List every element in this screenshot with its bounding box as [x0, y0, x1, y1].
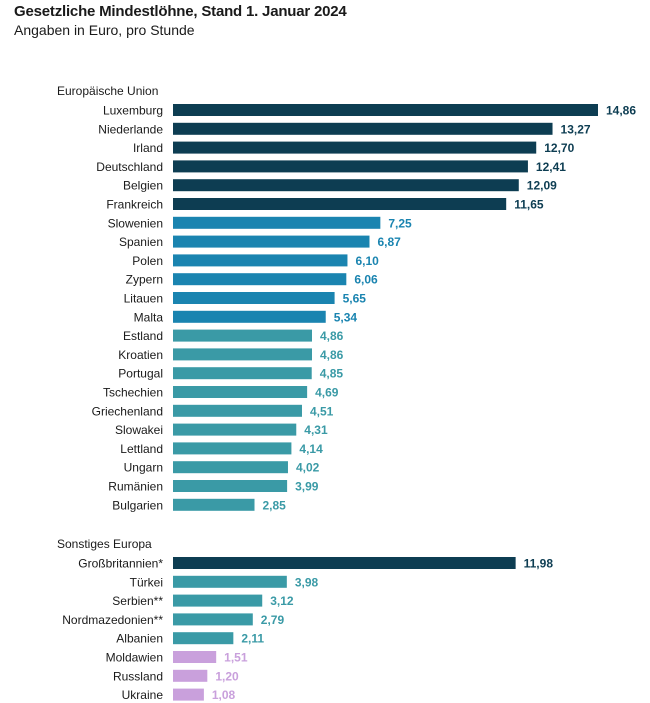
data-label: 6,10 [355, 254, 379, 268]
data-label: 12,70 [544, 141, 574, 155]
bar [173, 423, 297, 436]
group-label: Europäische Union [57, 84, 158, 98]
bar [173, 386, 308, 398]
category-label: Niederlande [98, 122, 163, 136]
category-label: Lettland [120, 442, 163, 456]
category-label: Bulgarien [112, 498, 163, 512]
category-label: Nordmazedonien** [62, 613, 163, 627]
bar [173, 480, 288, 492]
category-label: Türkei [130, 575, 163, 589]
data-label: 11,65 [514, 198, 544, 212]
data-label: 5,65 [343, 292, 367, 306]
category-label: Luxemburg [103, 104, 163, 118]
data-label: 4,86 [320, 329, 344, 343]
category-label: Spanien [119, 235, 163, 249]
data-label: 13,27 [561, 122, 591, 136]
bar [173, 292, 335, 304]
bar [173, 141, 537, 154]
data-label: 3,98 [295, 575, 319, 589]
chart-title: Gesetzliche Mindestlöhne, Stand 1. Janua… [14, 3, 347, 20]
bar [173, 367, 312, 380]
category-label: Estland [123, 329, 163, 343]
data-label: 2,11 [241, 632, 264, 646]
category-label: Russland [113, 669, 163, 683]
bar [173, 122, 553, 135]
data-label: 4,85 [320, 367, 344, 381]
bar [173, 613, 253, 626]
category-label: Großbritannien* [78, 557, 163, 571]
chart-subtitle: Angaben in Euro, pro Stunde [14, 22, 195, 38]
bar [173, 235, 370, 248]
category-label: Kroatien [118, 348, 163, 362]
category-label: Polen [132, 254, 163, 268]
bar [173, 104, 598, 116]
bar [173, 498, 255, 511]
data-label: 1,08 [212, 688, 236, 702]
data-label: 4,86 [320, 348, 344, 362]
data-label: 2,79 [261, 613, 285, 627]
bar [173, 329, 312, 342]
bar [173, 651, 217, 663]
data-label: 4,51 [310, 404, 334, 418]
bar [173, 594, 263, 607]
category-label: Portugal [118, 367, 163, 381]
bar [173, 404, 302, 417]
bar [173, 273, 347, 286]
category-label: Deutschland [96, 160, 163, 174]
bar [173, 310, 326, 323]
data-label: 1,20 [215, 669, 239, 683]
data-label: 3,99 [295, 480, 319, 494]
data-label: 4,02 [296, 461, 320, 475]
data-label: 7,25 [388, 216, 412, 230]
category-label: Albanien [116, 632, 163, 646]
data-label: 4,69 [315, 386, 339, 400]
category-label: Ukraine [122, 688, 164, 702]
category-label: Griechenland [92, 404, 163, 418]
data-label: 14,86 [606, 104, 636, 118]
bar [173, 348, 312, 361]
category-label: Zypern [126, 273, 163, 287]
bar [173, 688, 204, 701]
category-label: Tschechien [103, 386, 163, 400]
data-label: 4,14 [299, 442, 323, 456]
category-label: Belgien [123, 179, 163, 193]
bar [173, 254, 348, 267]
data-label: 12,09 [527, 179, 557, 193]
data-label: 4,31 [304, 423, 328, 437]
category-label: Serbien** [112, 594, 163, 608]
category-label: Irland [133, 141, 163, 155]
category-label: Moldawien [106, 651, 163, 665]
data-label: 5,34 [334, 310, 358, 324]
bar [173, 160, 528, 173]
data-label: 2,85 [263, 498, 287, 512]
bar [173, 179, 519, 192]
bar [173, 557, 516, 569]
category-label: Malta [134, 310, 164, 324]
category-label: Frankreich [106, 198, 163, 212]
bar [173, 442, 292, 455]
group-label: Sonstiges Europa [57, 537, 152, 551]
data-label: 6,06 [354, 273, 378, 287]
bar [173, 669, 208, 682]
bar [173, 198, 507, 210]
data-label: 6,87 [377, 235, 401, 249]
category-label: Rumänien [108, 480, 163, 494]
category-label: Slowenien [108, 216, 163, 230]
data-label: 1,51 [224, 651, 248, 665]
bar [173, 575, 287, 588]
category-label: Ungarn [124, 461, 163, 475]
category-label: Slowakei [115, 423, 163, 437]
bar [173, 632, 234, 645]
category-label: Litauen [124, 292, 163, 306]
bar [173, 216, 381, 229]
bar [173, 461, 288, 474]
data-label: 3,12 [270, 594, 294, 608]
data-label: 11,98 [524, 557, 554, 571]
data-label: 12,41 [536, 160, 566, 174]
